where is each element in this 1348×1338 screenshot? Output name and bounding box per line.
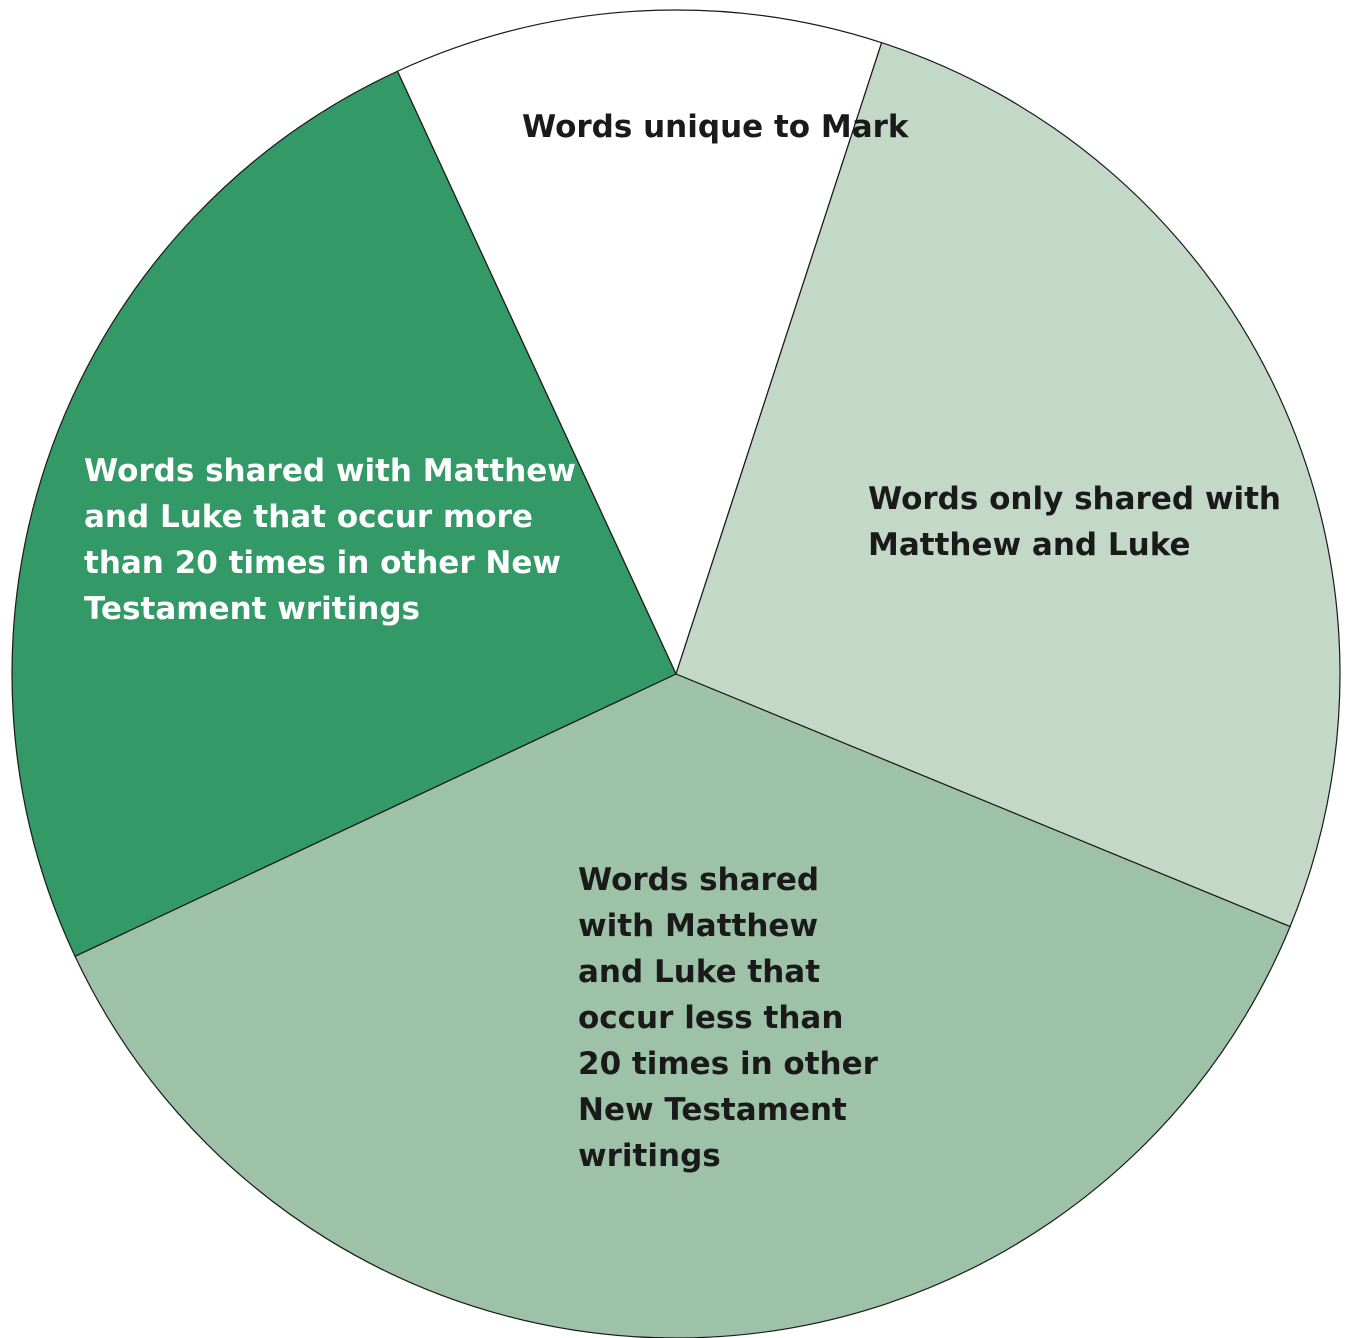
pie-slice-label-line: Words unique to Mark — [522, 109, 910, 145]
pie-slice-label-line: and Luke that — [578, 954, 820, 990]
pie-slice-label-line: and Luke that occur more — [84, 499, 533, 535]
pie-slice-label-line: writings — [578, 1138, 721, 1174]
pie-slice-label-2: Words only shared with Matthew and Luke — [868, 481, 1281, 563]
pie-slice-label-line: Words shared — [578, 862, 819, 898]
pie-slice-label-line: Words only shared with — [868, 481, 1281, 517]
pie-slice-label-1: Words unique to Mark — [522, 109, 910, 145]
pie-slice-label-4: Words shared with Matthew and Luke that o… — [84, 453, 576, 627]
pie-slice-label-line: Testament writings — [84, 591, 420, 627]
pie-slice-label-3: Words shared with Matthew and Luke that occ… — [578, 862, 879, 1174]
pie-slice-2 — [675, 41, 1341, 928]
pie-slice-4 — [11, 70, 677, 958]
pie-slice-label-line: 20 times in other — [578, 1046, 879, 1082]
pie-slice-label-line: occur less than — [578, 1000, 843, 1036]
pie-slice-label-line: than 20 times in other New — [84, 545, 561, 581]
pie-slice-label-line: Matthew and Luke — [868, 527, 1191, 563]
pie-slice-label-line: Words shared with Matthew — [84, 453, 576, 489]
pie-slice-1 — [396, 9, 883, 676]
pie-slice-label-line: with Matthew — [578, 908, 818, 944]
pie-slice-label-line: New Testament — [578, 1092, 847, 1128]
